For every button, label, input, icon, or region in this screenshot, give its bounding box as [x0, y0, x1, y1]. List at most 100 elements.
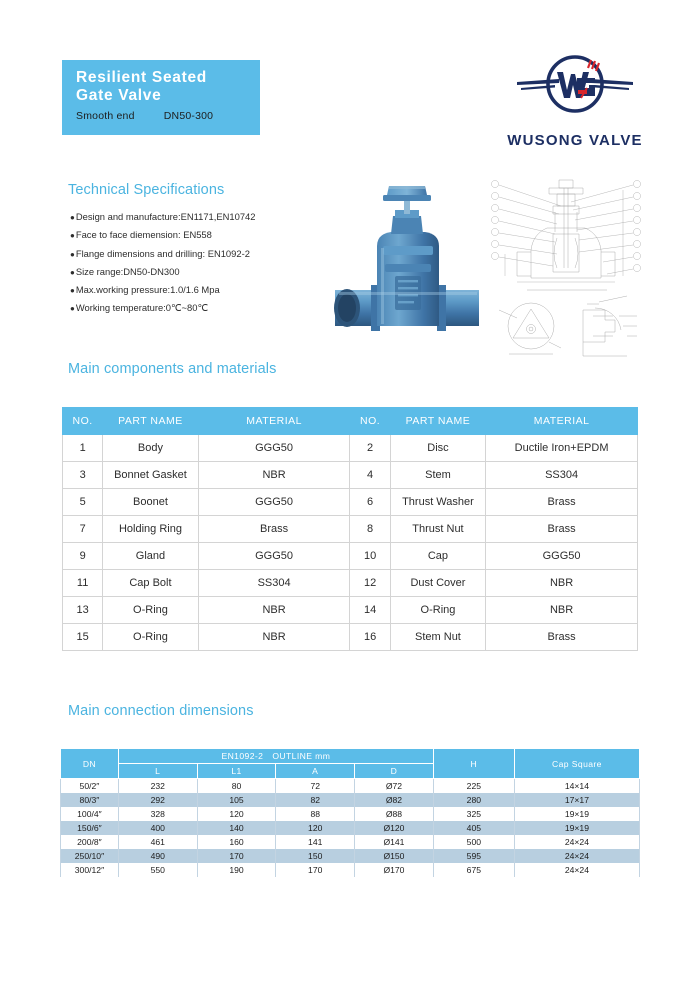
- cell-partname: O-Ring: [389, 596, 487, 624]
- cell-partname: Stem: [389, 461, 487, 489]
- cell-no: 13: [61, 596, 104, 624]
- table-row: 15 O-Ring NBR 16 Stem Nut Brass: [61, 623, 638, 651]
- end-type-label: Smooth end: [76, 110, 135, 122]
- table-header-row-top: DN EN1092-2 OUTLINE mm H Cap Square: [60, 748, 641, 779]
- spec-text: Size range:DN50-DN300: [75, 265, 180, 277]
- cell-partname: Cap: [389, 542, 487, 570]
- cell-dn: 150/6″: [60, 820, 119, 835]
- spec-text: Max.working pressure:1.0/1.6 Mpa: [75, 284, 220, 296]
- cell-d: Ø141: [354, 834, 434, 849]
- cell-l: 550: [117, 862, 198, 877]
- cell-material: NBR: [485, 596, 638, 624]
- cell-no: 4: [349, 461, 391, 489]
- bullet-icon: ●: [70, 249, 75, 259]
- cell-partname: Cap Bolt: [102, 569, 199, 597]
- cell-h: 280: [432, 792, 515, 807]
- cell-partname: Holding Ring: [102, 515, 199, 543]
- cap-square-detail-drawing: [498, 289, 637, 357]
- cell-partname: O-Ring: [102, 596, 199, 624]
- table-header-row: NO. PART NAME MATERIAL NO. PART NAME MAT…: [61, 407, 638, 435]
- cell-dn: 250/10″: [60, 848, 119, 863]
- cell-no: 6: [349, 488, 391, 516]
- cell-no: 12: [349, 569, 391, 597]
- column-header-a: A: [275, 763, 356, 779]
- size-range-label: DN50-300: [163, 110, 214, 122]
- table-row: 13 O-Ring NBR 14 O-Ring NBR: [61, 596, 638, 624]
- cell-partname: Stem Nut: [389, 623, 487, 651]
- spec-text: Design and manufacture:EN1171,EN10742: [75, 211, 256, 222]
- cell-l1: 105: [196, 792, 277, 807]
- bullet-icon: ●: [70, 304, 75, 314]
- cell-material: Ductile Iron+EPDM: [485, 434, 638, 462]
- cell-partname: Body: [102, 434, 199, 462]
- cell-a: 82: [275, 792, 356, 807]
- cell-no: 9: [61, 542, 104, 570]
- page-header: Resilient Seated Gate Valve Smooth end D…: [0, 0, 700, 175]
- table-row: 3 Bonnet Gasket NBR 4 Stem SS304: [61, 461, 638, 489]
- cell-l1: 160: [196, 834, 277, 849]
- cell-a: 72: [275, 778, 356, 793]
- cell-no: 2: [349, 434, 391, 462]
- cell-partname: Gland: [102, 542, 199, 570]
- product-subtitle: Smooth end DN50-300: [76, 110, 260, 122]
- cell-d: Ø150: [354, 848, 434, 863]
- cell-l1: 170: [196, 848, 277, 863]
- cell-material: Brass: [197, 515, 351, 543]
- cell-partname: O-Ring: [102, 623, 199, 651]
- cell-h: 225: [432, 778, 515, 793]
- connection-dimensions-table: DN EN1092-2 OUTLINE mm H Cap Square L L1…: [60, 748, 641, 877]
- wusong-ws-monogram-icon: [517, 55, 633, 113]
- product-title-block: Resilient Seated Gate Valve Smooth end D…: [62, 60, 260, 135]
- cell-cap-square: 24×24: [513, 862, 641, 877]
- cell-partname: Dust Cover: [389, 569, 487, 597]
- product-title-line1: Resilient Seated: [76, 69, 207, 86]
- cell-no: 14: [349, 596, 391, 624]
- cell-no: 7: [61, 515, 104, 543]
- cell-d: Ø120: [354, 820, 434, 835]
- table-row: 200/8″ 461 160 141 Ø141 500 24×24: [60, 834, 641, 849]
- table-row: 300/12″ 550 190 170 Ø170 675 24×24: [60, 862, 641, 877]
- spec-item: ●Flange dimensions and drilling: EN1092-…: [70, 245, 330, 263]
- brand-logo: WUSONG VALVE: [505, 52, 645, 149]
- gate-valve-product-photo: [334, 186, 479, 331]
- bullet-icon: ●: [70, 213, 75, 222]
- cell-dn: 300/12″: [60, 862, 119, 877]
- column-header-no-1: NO.: [61, 407, 104, 435]
- cell-a: 120: [275, 820, 356, 835]
- cell-material: Brass: [485, 488, 638, 516]
- column-header-cap-square: Cap Square: [513, 748, 641, 779]
- cell-l: 292: [117, 792, 198, 807]
- brand-name: WUSONG VALVE: [507, 132, 643, 149]
- cell-l: 400: [117, 820, 198, 835]
- cell-l1: 80: [196, 778, 277, 793]
- cell-material: GGG50: [197, 434, 351, 462]
- cell-no: 3: [61, 461, 104, 489]
- table-row: 7 Holding Ring Brass 8 Thrust Nut Brass: [61, 515, 638, 543]
- cell-a: 88: [275, 806, 356, 821]
- cell-cap-square: 19×19: [513, 806, 641, 821]
- table-row: 100/4″ 328 120 88 Ø88 325 19×19: [60, 806, 641, 821]
- cell-material: Brass: [485, 515, 638, 543]
- table-row: 150/6″ 400 140 120 Ø120 405 19×19: [60, 820, 641, 835]
- cell-a: 170: [275, 862, 356, 877]
- cell-l: 461: [117, 834, 198, 849]
- spec-item: ●Design and manufacture:EN1171,EN10742: [70, 208, 330, 226]
- cell-cap-square: 24×24: [513, 848, 641, 863]
- cell-h: 500: [432, 834, 515, 849]
- column-header-dn: DN: [60, 748, 119, 779]
- cell-d: Ø170: [354, 862, 434, 877]
- cell-l: 328: [117, 806, 198, 821]
- cell-cap-square: 19×19: [513, 820, 641, 835]
- spec-item: ●Working temperature:0℃~80℃: [70, 299, 330, 317]
- column-header-no-2: NO.: [349, 407, 391, 435]
- cell-d: Ø88: [354, 806, 434, 821]
- cell-partname: Thrust Nut: [389, 515, 487, 543]
- cell-l: 490: [117, 848, 198, 863]
- table-row: 50/2″ 232 80 72 Ø72 225 14×14: [60, 778, 641, 793]
- column-header-group-outline: EN1092-2 OUTLINE mm: [117, 748, 434, 764]
- spec-text: Face to face diemension: EN558: [75, 229, 212, 241]
- cell-h: 405: [432, 820, 515, 835]
- table-row: 250/10″ 490 170 150 Ø150 595 24×24: [60, 848, 641, 863]
- table-row: 5 Boonet GGG50 6 Thrust Washer Brass: [61, 488, 638, 516]
